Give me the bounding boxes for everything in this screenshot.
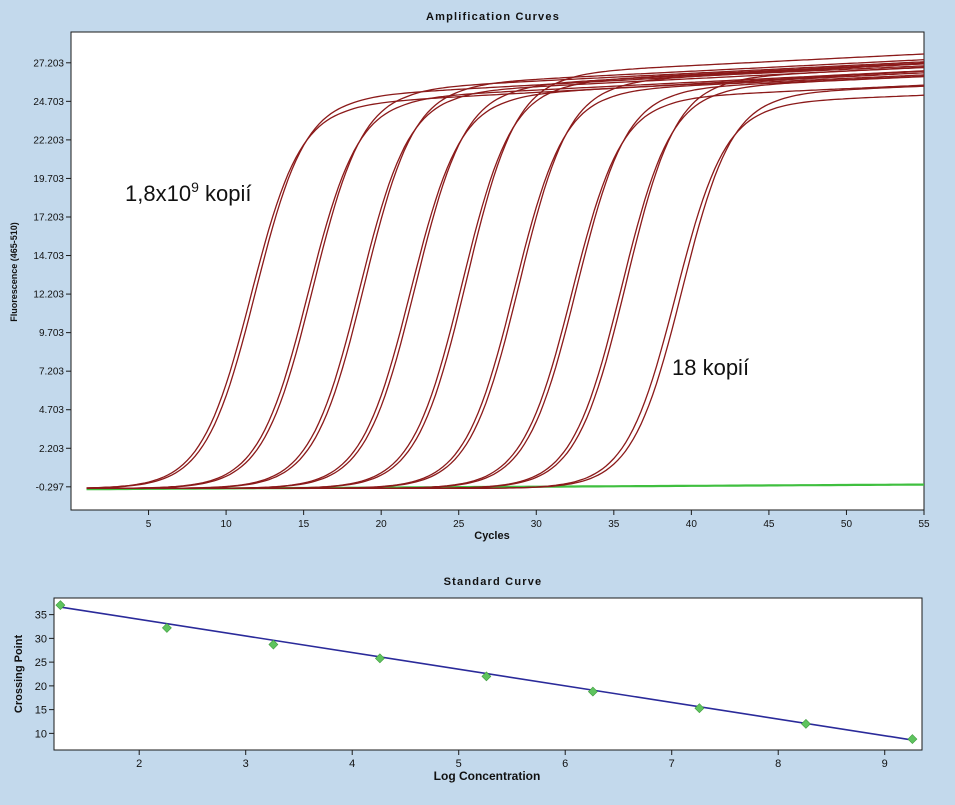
amplification-y-tick-label: 9.703: [39, 328, 64, 339]
annotation-high-copies-suffix: kopií: [199, 181, 252, 206]
standard-curve-x-tick-label: 8: [775, 758, 781, 770]
amplification-curve: [86, 70, 925, 490]
amplification-x-tick-label: 40: [686, 519, 698, 530]
amplification-y-tick-label: 24.703: [33, 97, 64, 108]
amplification-curve: [86, 70, 925, 489]
standard-curve-y-tick-label: 20: [35, 681, 47, 693]
standard-curve-marks: [55, 600, 918, 744]
amplification-y-axis-label: Fluorescence (465-510): [9, 222, 19, 322]
amplification-x-tick-label: 50: [841, 519, 853, 530]
standard-curve-point: [694, 703, 705, 714]
amplification-x-axis: 5 10 15 20 25 30 35 40 45 50 55: [146, 510, 930, 530]
amplification-x-tick-label: 30: [531, 519, 543, 530]
amplification-x-tick-label: 15: [298, 519, 310, 530]
standard-curve-point: [161, 623, 172, 633]
standard-curve-point: [374, 653, 385, 664]
standard-curve-y-axis: 10 15 20 25 30 35: [35, 610, 54, 740]
annotation-high-copies: 1,8x109 kopií: [125, 179, 251, 206]
standard-curve-x-axis-label: Log Concentration: [434, 769, 541, 783]
amplification-y-tick-label: 7.203: [39, 367, 64, 378]
amplification-x-tick-label: 20: [376, 519, 388, 530]
standard-curve-point: [800, 718, 811, 729]
amplification-y-tick-label: 14.703: [33, 251, 64, 262]
standard-curve-point: [587, 686, 598, 697]
amplification-y-tick-label: -0.297: [36, 482, 65, 493]
standard-curve-y-tick-label: 35: [35, 610, 47, 622]
amplification-curve: [86, 59, 925, 490]
standard-curve-point: [55, 600, 66, 611]
amplification-x-tick-label: 25: [453, 519, 465, 530]
standard-curve-point: [907, 734, 918, 744]
standard-curve-title: Standard Curve: [444, 576, 543, 588]
amplification-y-tick-label: 17.203: [33, 212, 64, 223]
standard-curve-point: [481, 671, 492, 682]
annotation-high-copies-exponent: 9: [191, 179, 199, 195]
amplification-x-tick-label: 55: [918, 519, 930, 530]
standard-curve-x-tick-label: 7: [669, 758, 675, 770]
amplification-y-tick-label: 2.203: [39, 444, 64, 455]
amplification-y-tick-label: 27.203: [33, 58, 64, 69]
standard-curve-x-tick-label: 6: [562, 758, 568, 770]
standard-curve-x-tick-label: 5: [456, 758, 462, 770]
standard-curve-y-axis-label: Crossing Point: [13, 635, 25, 714]
amplification-y-tick-label: 4.703: [39, 405, 64, 416]
standard-curve-y-tick-label: 30: [35, 633, 47, 645]
amplification-y-axis: -0.297 2.203 4.703 7.203 9.703 12.203 14.703 17…: [33, 58, 71, 493]
amplification-y-tick-label: 12.203: [33, 290, 64, 301]
amplification-curve: [86, 61, 925, 490]
standard-curve-y-tick-label: 10: [35, 728, 47, 740]
annotation-high-copies-base: 1,8x10: [125, 181, 191, 206]
amplification-chart: Amplification Curves -0.297 2.203 4.703 7.2…: [9, 11, 930, 542]
amplification-x-tick-label: 5: [146, 519, 152, 530]
standard-curve-y-tick-label: 25: [35, 657, 47, 669]
amplification-x-axis-label: Cycles: [474, 530, 509, 542]
amplification-plot-area: [70, 31, 925, 511]
standard-curve-x-tick-label: 4: [349, 758, 355, 770]
amplification-x-tick-label: 35: [608, 519, 620, 530]
amplification-x-tick-label: 45: [763, 519, 775, 530]
standard-curve-x-tick-label: 3: [243, 758, 249, 770]
amplification-curve: [86, 63, 925, 489]
amplification-curve: [86, 85, 925, 490]
amplification-y-tick-label: 22.203: [33, 135, 64, 146]
standard-curve-chart: Standard Curve 10 15 20 25 30 35 2 3 4 5 6 7 8 9 Log…: [13, 576, 923, 783]
standard-curve-x-axis: 2 3 4 5 6 7 8 9: [136, 750, 888, 770]
standard-curve-point: [268, 639, 279, 650]
amplification-y-tick-label: 19.703: [33, 174, 64, 185]
amplification-curves-group: [86, 53, 925, 491]
amplification-chart-title: Amplification Curves: [426, 11, 560, 23]
standard-curve-x-tick-label: 2: [136, 758, 142, 770]
standard-curve-x-tick-label: 9: [882, 758, 888, 770]
standard-curve-y-tick-label: 15: [35, 705, 47, 717]
annotation-low-copies: 18 kopií: [672, 355, 749, 380]
amplification-x-tick-label: 10: [221, 519, 233, 530]
